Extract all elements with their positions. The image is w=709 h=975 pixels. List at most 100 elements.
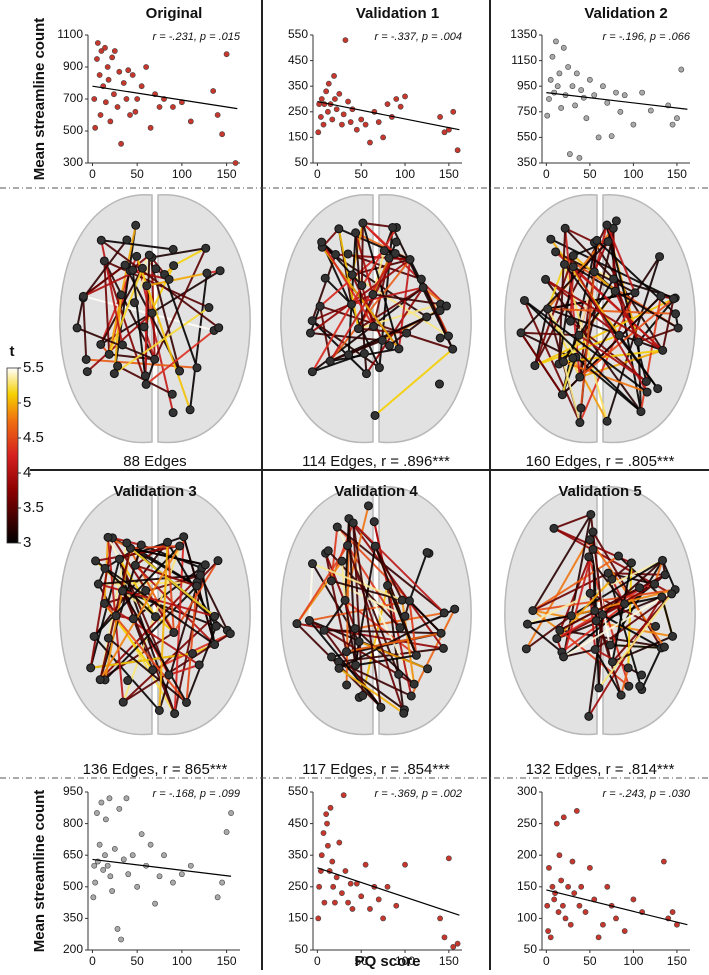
- brain-panel: [60, 487, 250, 735]
- network-node: [380, 247, 388, 255]
- y-tick-label: 200: [63, 942, 83, 956]
- network-node: [608, 658, 616, 666]
- network-node: [354, 325, 362, 333]
- y-tick-label: 700: [63, 91, 83, 105]
- network-node: [176, 367, 184, 375]
- network-node: [370, 322, 378, 330]
- network-node: [603, 221, 611, 229]
- network-node: [308, 368, 316, 376]
- network-node: [133, 252, 141, 260]
- network-node: [661, 571, 669, 579]
- network-node: [604, 569, 612, 577]
- network-node: [547, 235, 555, 243]
- annotation: r = -.231, p = .015: [153, 31, 241, 43]
- annotation: r = -.337, p = .004: [375, 31, 462, 43]
- scatter-point: [577, 903, 582, 908]
- network-node: [389, 223, 397, 231]
- network-node: [214, 557, 222, 565]
- network-node: [129, 266, 137, 274]
- x-tick-label: 100: [623, 954, 643, 968]
- scatter-point: [121, 857, 126, 862]
- network-node: [531, 362, 539, 370]
- network-node: [97, 236, 105, 244]
- network-node: [569, 354, 577, 362]
- network-node: [316, 302, 324, 310]
- y-tick-label: 500: [63, 879, 83, 893]
- y-tick-label: 250: [517, 816, 537, 830]
- scatter-point: [367, 906, 372, 911]
- scatter-point: [330, 117, 335, 122]
- scatter-point: [317, 884, 322, 889]
- network-node: [384, 582, 392, 590]
- scatter-point: [228, 810, 233, 815]
- y-tick-label: 50: [295, 155, 309, 169]
- scatter-point: [118, 141, 123, 146]
- y-tick-label: 450: [288, 53, 308, 67]
- scatter-point: [118, 937, 123, 942]
- brain-panel: [281, 487, 471, 735]
- network-node: [440, 609, 448, 617]
- network-node: [183, 698, 191, 706]
- network-node: [634, 338, 642, 346]
- network-node: [670, 295, 678, 303]
- scatter-point: [348, 119, 353, 124]
- scatter-point: [402, 94, 407, 99]
- scatter-point: [546, 96, 551, 101]
- scatter-point: [115, 104, 120, 109]
- network-node: [614, 552, 622, 560]
- scatter-point: [345, 900, 350, 905]
- colorbar-tick-label: 3.5: [23, 499, 44, 516]
- network-node: [341, 596, 349, 604]
- y-tick-label: 250: [288, 104, 308, 118]
- panel-caption: 114 Edges, r = .896***: [302, 453, 450, 470]
- network-node: [351, 625, 359, 633]
- scatter-point: [332, 96, 337, 101]
- network-node: [164, 538, 172, 546]
- scatter-point: [554, 821, 559, 826]
- scatter-point: [326, 81, 331, 86]
- network-node: [396, 624, 404, 632]
- network-node: [592, 617, 600, 625]
- scatter-point: [563, 916, 568, 921]
- panel-title: Validation 3: [113, 483, 196, 500]
- annotation: r = -.369, p = .002: [375, 788, 462, 800]
- network-node: [637, 408, 645, 416]
- scatter-point: [546, 865, 551, 870]
- network-node: [180, 533, 188, 541]
- network-node: [439, 644, 447, 652]
- network-node: [569, 252, 577, 260]
- scatter-point: [548, 77, 553, 82]
- network-node: [560, 653, 568, 661]
- scatter-point: [402, 862, 407, 867]
- network-node: [364, 502, 372, 510]
- network-node: [604, 237, 612, 245]
- network-node: [318, 238, 326, 246]
- x-tick-label: 150: [217, 954, 237, 968]
- network-node: [344, 542, 352, 550]
- y-tick-label: 150: [288, 130, 308, 144]
- scatter-point: [112, 48, 117, 53]
- network-node: [170, 629, 178, 637]
- network-node: [141, 372, 149, 380]
- scatter-point: [596, 135, 601, 140]
- network-node: [657, 292, 665, 300]
- network-node: [215, 324, 223, 332]
- network-node: [406, 256, 414, 264]
- network-node: [332, 250, 340, 258]
- scatter-point: [446, 856, 451, 861]
- network-node: [400, 709, 408, 717]
- scatter-point: [215, 112, 220, 117]
- network-node: [349, 519, 357, 527]
- network-node: [658, 593, 666, 601]
- scatter-point: [613, 90, 618, 95]
- network-node: [117, 291, 125, 299]
- scatter-point: [117, 69, 122, 74]
- scatter-point: [367, 140, 372, 145]
- network-node: [405, 597, 413, 605]
- x-tick-label: 150: [667, 954, 687, 968]
- y-tick-label: 100: [517, 911, 537, 925]
- y-tick-label: 650: [63, 847, 83, 861]
- network-node: [392, 238, 400, 246]
- network-node: [636, 682, 644, 690]
- x-tick-label: 100: [623, 167, 643, 181]
